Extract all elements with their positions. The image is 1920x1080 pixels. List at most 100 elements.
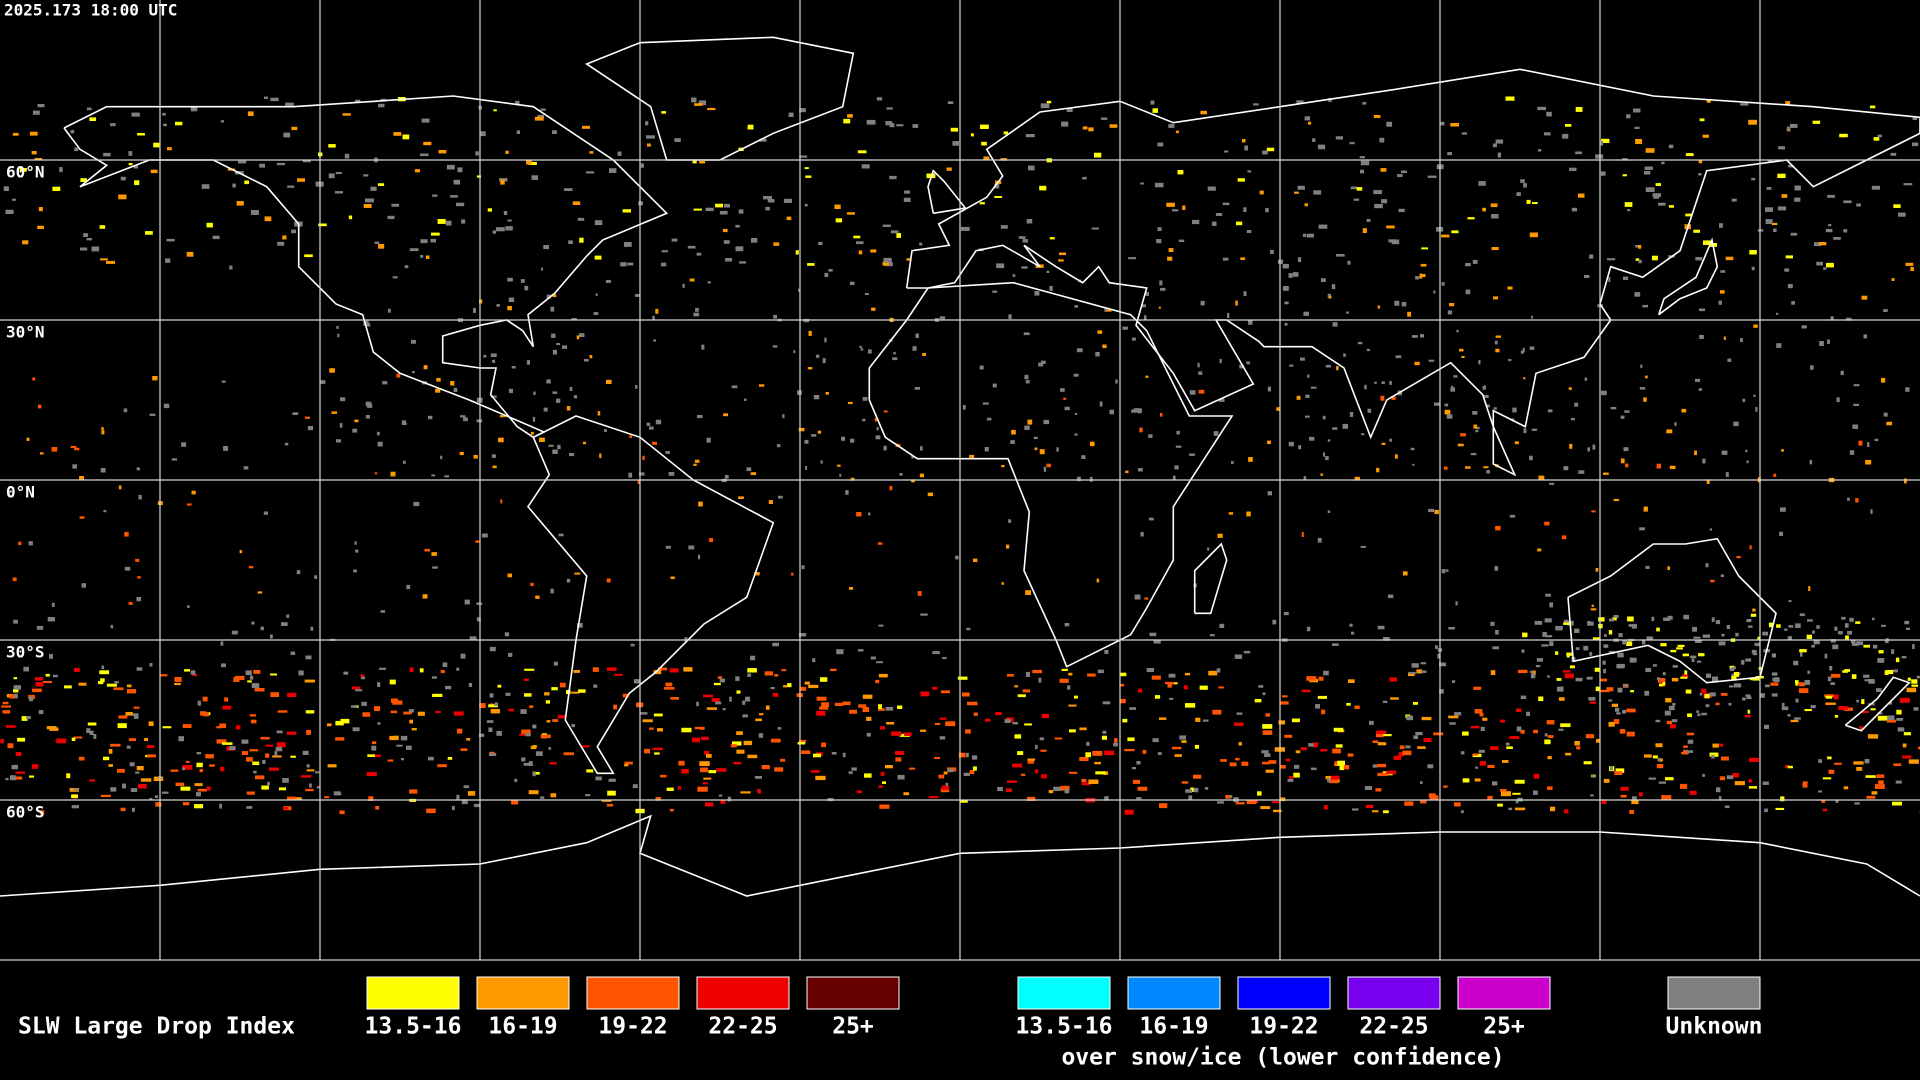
cloud-pixel xyxy=(1789,123,1798,128)
cloud-pixel xyxy=(1233,722,1244,726)
cloud-pixel xyxy=(1657,757,1661,762)
cloud-pixel xyxy=(328,173,335,179)
cloud-pixel xyxy=(562,345,568,349)
cloud-pixel xyxy=(460,653,466,659)
cloud-pixel xyxy=(1623,447,1629,452)
cloud-pixel xyxy=(1644,690,1650,696)
cloud-pixel xyxy=(1863,334,1867,339)
cloud-pixel xyxy=(1427,175,1437,178)
cloud-pixel xyxy=(961,692,970,697)
cloud-pixel xyxy=(1068,704,1077,707)
cloud-pixel xyxy=(1899,697,1910,703)
cloud-pixel xyxy=(640,712,648,715)
cloud-pixel xyxy=(1224,150,1229,153)
cloud-pixel xyxy=(1542,632,1547,637)
cloud-pixel xyxy=(1506,746,1513,749)
cloud-pixel xyxy=(1751,266,1755,271)
cloud-pixel xyxy=(909,767,916,770)
cloud-pixel xyxy=(1788,600,1792,603)
cloud-pixel xyxy=(541,267,544,271)
cloud-pixel xyxy=(719,678,725,683)
cloud-pixel xyxy=(246,757,253,762)
cloud-pixel xyxy=(224,697,228,702)
cloud-pixel xyxy=(124,566,131,571)
cloud-pixel xyxy=(1237,178,1245,182)
legend-label: 19-22 xyxy=(1249,1014,1318,1040)
cloud-pixel xyxy=(1595,154,1604,159)
cloud-pixel xyxy=(1834,762,1842,765)
cloud-pixel xyxy=(1830,639,1836,643)
cloud-pixel xyxy=(99,670,110,675)
cloud-pixel xyxy=(1591,510,1596,513)
cloud-pixel xyxy=(1776,624,1781,628)
cloud-pixel xyxy=(1629,657,1637,663)
cloud-pixel xyxy=(137,133,145,136)
cloud-pixel xyxy=(1478,360,1481,365)
cloud-pixel xyxy=(1565,752,1572,756)
cloud-pixel xyxy=(1544,733,1548,737)
cloud-pixel xyxy=(856,512,862,517)
cloud-pixel xyxy=(432,693,443,697)
cloud-pixel xyxy=(1460,751,1465,755)
cloud-pixel xyxy=(488,704,498,708)
cloud-pixel xyxy=(1159,280,1163,286)
cloud-pixel xyxy=(277,241,285,246)
cloud-pixel xyxy=(1861,710,1869,713)
cloud-pixel xyxy=(942,657,947,660)
cloud-pixel xyxy=(1262,692,1266,696)
cloud-pixel xyxy=(423,365,428,370)
cloud-pixel xyxy=(340,397,346,402)
cloud-pixel xyxy=(1185,703,1196,708)
cloud-pixel xyxy=(40,810,45,815)
cloud-pixel xyxy=(74,667,80,672)
cloud-pixel xyxy=(653,670,662,675)
cloud-pixel xyxy=(1873,137,1880,141)
cloud-pixel xyxy=(579,237,584,243)
cloud-pixel xyxy=(1652,193,1662,197)
cloud-pixel xyxy=(1658,202,1666,206)
cloud-pixel xyxy=(1812,120,1821,124)
cloud-pixel xyxy=(820,677,828,682)
cloud-pixel xyxy=(720,799,726,804)
cloud-pixel xyxy=(1603,668,1606,674)
cloud-pixel xyxy=(1693,636,1701,639)
cloud-pixel xyxy=(507,306,512,311)
cloud-pixel xyxy=(1699,118,1705,122)
cloud-pixel xyxy=(1395,355,1402,359)
cloud-pixel xyxy=(1074,412,1078,415)
cloud-pixel xyxy=(1826,262,1834,268)
cloud-pixel xyxy=(1056,447,1059,452)
cloud-pixel xyxy=(1058,259,1064,262)
cloud-pixel xyxy=(191,490,196,495)
cloud-pixel xyxy=(1038,362,1044,367)
cloud-pixel xyxy=(1092,750,1103,756)
cloud-pixel xyxy=(1661,161,1665,165)
cloud-pixel xyxy=(1312,742,1318,748)
cloud-pixel xyxy=(1374,203,1383,209)
cloud-pixel xyxy=(1616,664,1624,669)
cloud-pixel xyxy=(878,704,882,709)
cloud-pixel xyxy=(1512,792,1521,795)
cloud-pixel xyxy=(1451,230,1459,234)
cloud-pixel xyxy=(1421,247,1428,250)
cloud-pixel xyxy=(306,729,311,735)
cloud-pixel xyxy=(1317,144,1326,150)
cloud-pixel xyxy=(706,754,712,758)
cloud-pixel xyxy=(1656,463,1661,469)
cloud-pixel xyxy=(1097,330,1103,334)
cloud-pixel xyxy=(519,733,529,736)
cloud-pixel xyxy=(665,545,671,549)
cloud-pixel xyxy=(1563,466,1569,471)
cloud-pixel xyxy=(700,727,705,730)
cloud-pixel xyxy=(5,725,16,728)
cloud-pixel xyxy=(1017,694,1026,698)
cloud-pixel xyxy=(263,511,268,515)
cloud-pixel xyxy=(973,558,978,563)
cloud-pixel xyxy=(1202,719,1209,722)
cloud-pixel xyxy=(772,693,779,697)
cloud-pixel xyxy=(735,246,744,252)
cloud-pixel xyxy=(1343,353,1346,357)
cloud-pixel xyxy=(1696,710,1700,713)
cloud-pixel xyxy=(1753,324,1758,328)
cloud-pixel xyxy=(677,786,682,790)
